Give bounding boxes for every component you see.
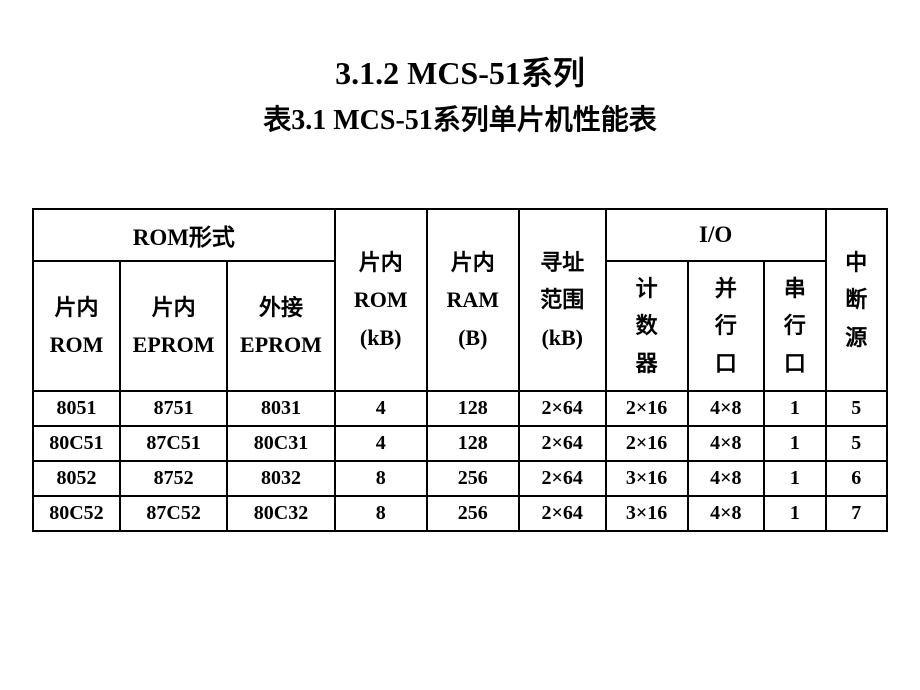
sub-title: 表3.1 MCS-51系列单片机性能表 bbox=[0, 98, 920, 138]
cell: 5 bbox=[826, 391, 887, 426]
table-row: 8052 8752 8032 8 256 2×64 3×16 4×8 1 6 bbox=[33, 461, 887, 496]
title-section: 3.1.2 MCS-51系列 表3.1 MCS-51系列单片机性能表 bbox=[0, 48, 920, 138]
cell: 4 bbox=[335, 426, 427, 461]
cell: 1 bbox=[764, 461, 825, 496]
cell: 4×8 bbox=[688, 391, 765, 426]
cell: 8 bbox=[335, 496, 427, 531]
header-eprom-external: 外接 EPROM bbox=[227, 261, 334, 391]
header-timer: 计 数 器 bbox=[606, 261, 688, 391]
performance-table: ROM形式 片内 ROM (kB) 片内 RAM (B) 寻址 范围 (kB) … bbox=[32, 208, 888, 532]
cell: 80C52 bbox=[33, 496, 120, 531]
cell: 8752 bbox=[120, 461, 227, 496]
cell: 8031 bbox=[227, 391, 334, 426]
cell: 6 bbox=[826, 461, 887, 496]
header-ram-b: 片内 RAM (B) bbox=[427, 209, 519, 391]
table-header: ROM形式 片内 ROM (kB) 片内 RAM (B) 寻址 范围 (kB) … bbox=[33, 209, 887, 391]
cell: 2×64 bbox=[519, 496, 606, 531]
table-row: 80C51 87C51 80C31 4 128 2×64 2×16 4×8 1 … bbox=[33, 426, 887, 461]
cell: 87C51 bbox=[120, 426, 227, 461]
cell: 2×64 bbox=[519, 391, 606, 426]
cell: 8 bbox=[335, 461, 427, 496]
cell: 256 bbox=[427, 496, 519, 531]
cell: 87C52 bbox=[120, 496, 227, 531]
main-title: 3.1.2 MCS-51系列 bbox=[0, 48, 920, 94]
cell: 256 bbox=[427, 461, 519, 496]
header-io: I/O bbox=[606, 209, 826, 261]
cell: 80C31 bbox=[227, 426, 334, 461]
cell: 128 bbox=[427, 426, 519, 461]
cell: 8032 bbox=[227, 461, 334, 496]
header-addr-range: 寻址 范围 (kB) bbox=[519, 209, 606, 391]
header-interrupt: 中 断 源 bbox=[826, 209, 887, 391]
cell: 2×64 bbox=[519, 461, 606, 496]
cell: 7 bbox=[826, 496, 887, 531]
cell: 8751 bbox=[120, 391, 227, 426]
cell: 1 bbox=[764, 426, 825, 461]
cell: 8052 bbox=[33, 461, 120, 496]
header-rom-kb: 片内 ROM (kB) bbox=[335, 209, 427, 391]
cell: 2×16 bbox=[606, 391, 688, 426]
cell: 80C32 bbox=[227, 496, 334, 531]
header-parallel: 并 行 口 bbox=[688, 261, 765, 391]
header-serial: 串 行 口 bbox=[764, 261, 825, 391]
cell: 4×8 bbox=[688, 426, 765, 461]
header-rom-internal: 片内 ROM bbox=[33, 261, 120, 391]
cell: 1 bbox=[764, 391, 825, 426]
cell: 128 bbox=[427, 391, 519, 426]
cell: 4×8 bbox=[688, 461, 765, 496]
cell: 5 bbox=[826, 426, 887, 461]
cell: 3×16 bbox=[606, 461, 688, 496]
cell: 3×16 bbox=[606, 496, 688, 531]
cell: 2×16 bbox=[606, 426, 688, 461]
table-row: 80C52 87C52 80C32 8 256 2×64 3×16 4×8 1 … bbox=[33, 496, 887, 531]
cell: 8051 bbox=[33, 391, 120, 426]
cell: 80C51 bbox=[33, 426, 120, 461]
cell: 4×8 bbox=[688, 496, 765, 531]
table-body: 8051 8751 8031 4 128 2×64 2×16 4×8 1 5 8… bbox=[33, 391, 887, 531]
header-rom-form: ROM形式 bbox=[33, 209, 335, 261]
header-row-1: ROM形式 片内 ROM (kB) 片内 RAM (B) 寻址 范围 (kB) … bbox=[33, 209, 887, 261]
table-container: ROM形式 片内 ROM (kB) 片内 RAM (B) 寻址 范围 (kB) … bbox=[0, 208, 920, 532]
cell: 4 bbox=[335, 391, 427, 426]
header-eprom-internal: 片内 EPROM bbox=[120, 261, 227, 391]
cell: 1 bbox=[764, 496, 825, 531]
cell: 2×64 bbox=[519, 426, 606, 461]
table-row: 8051 8751 8031 4 128 2×64 2×16 4×8 1 5 bbox=[33, 391, 887, 426]
